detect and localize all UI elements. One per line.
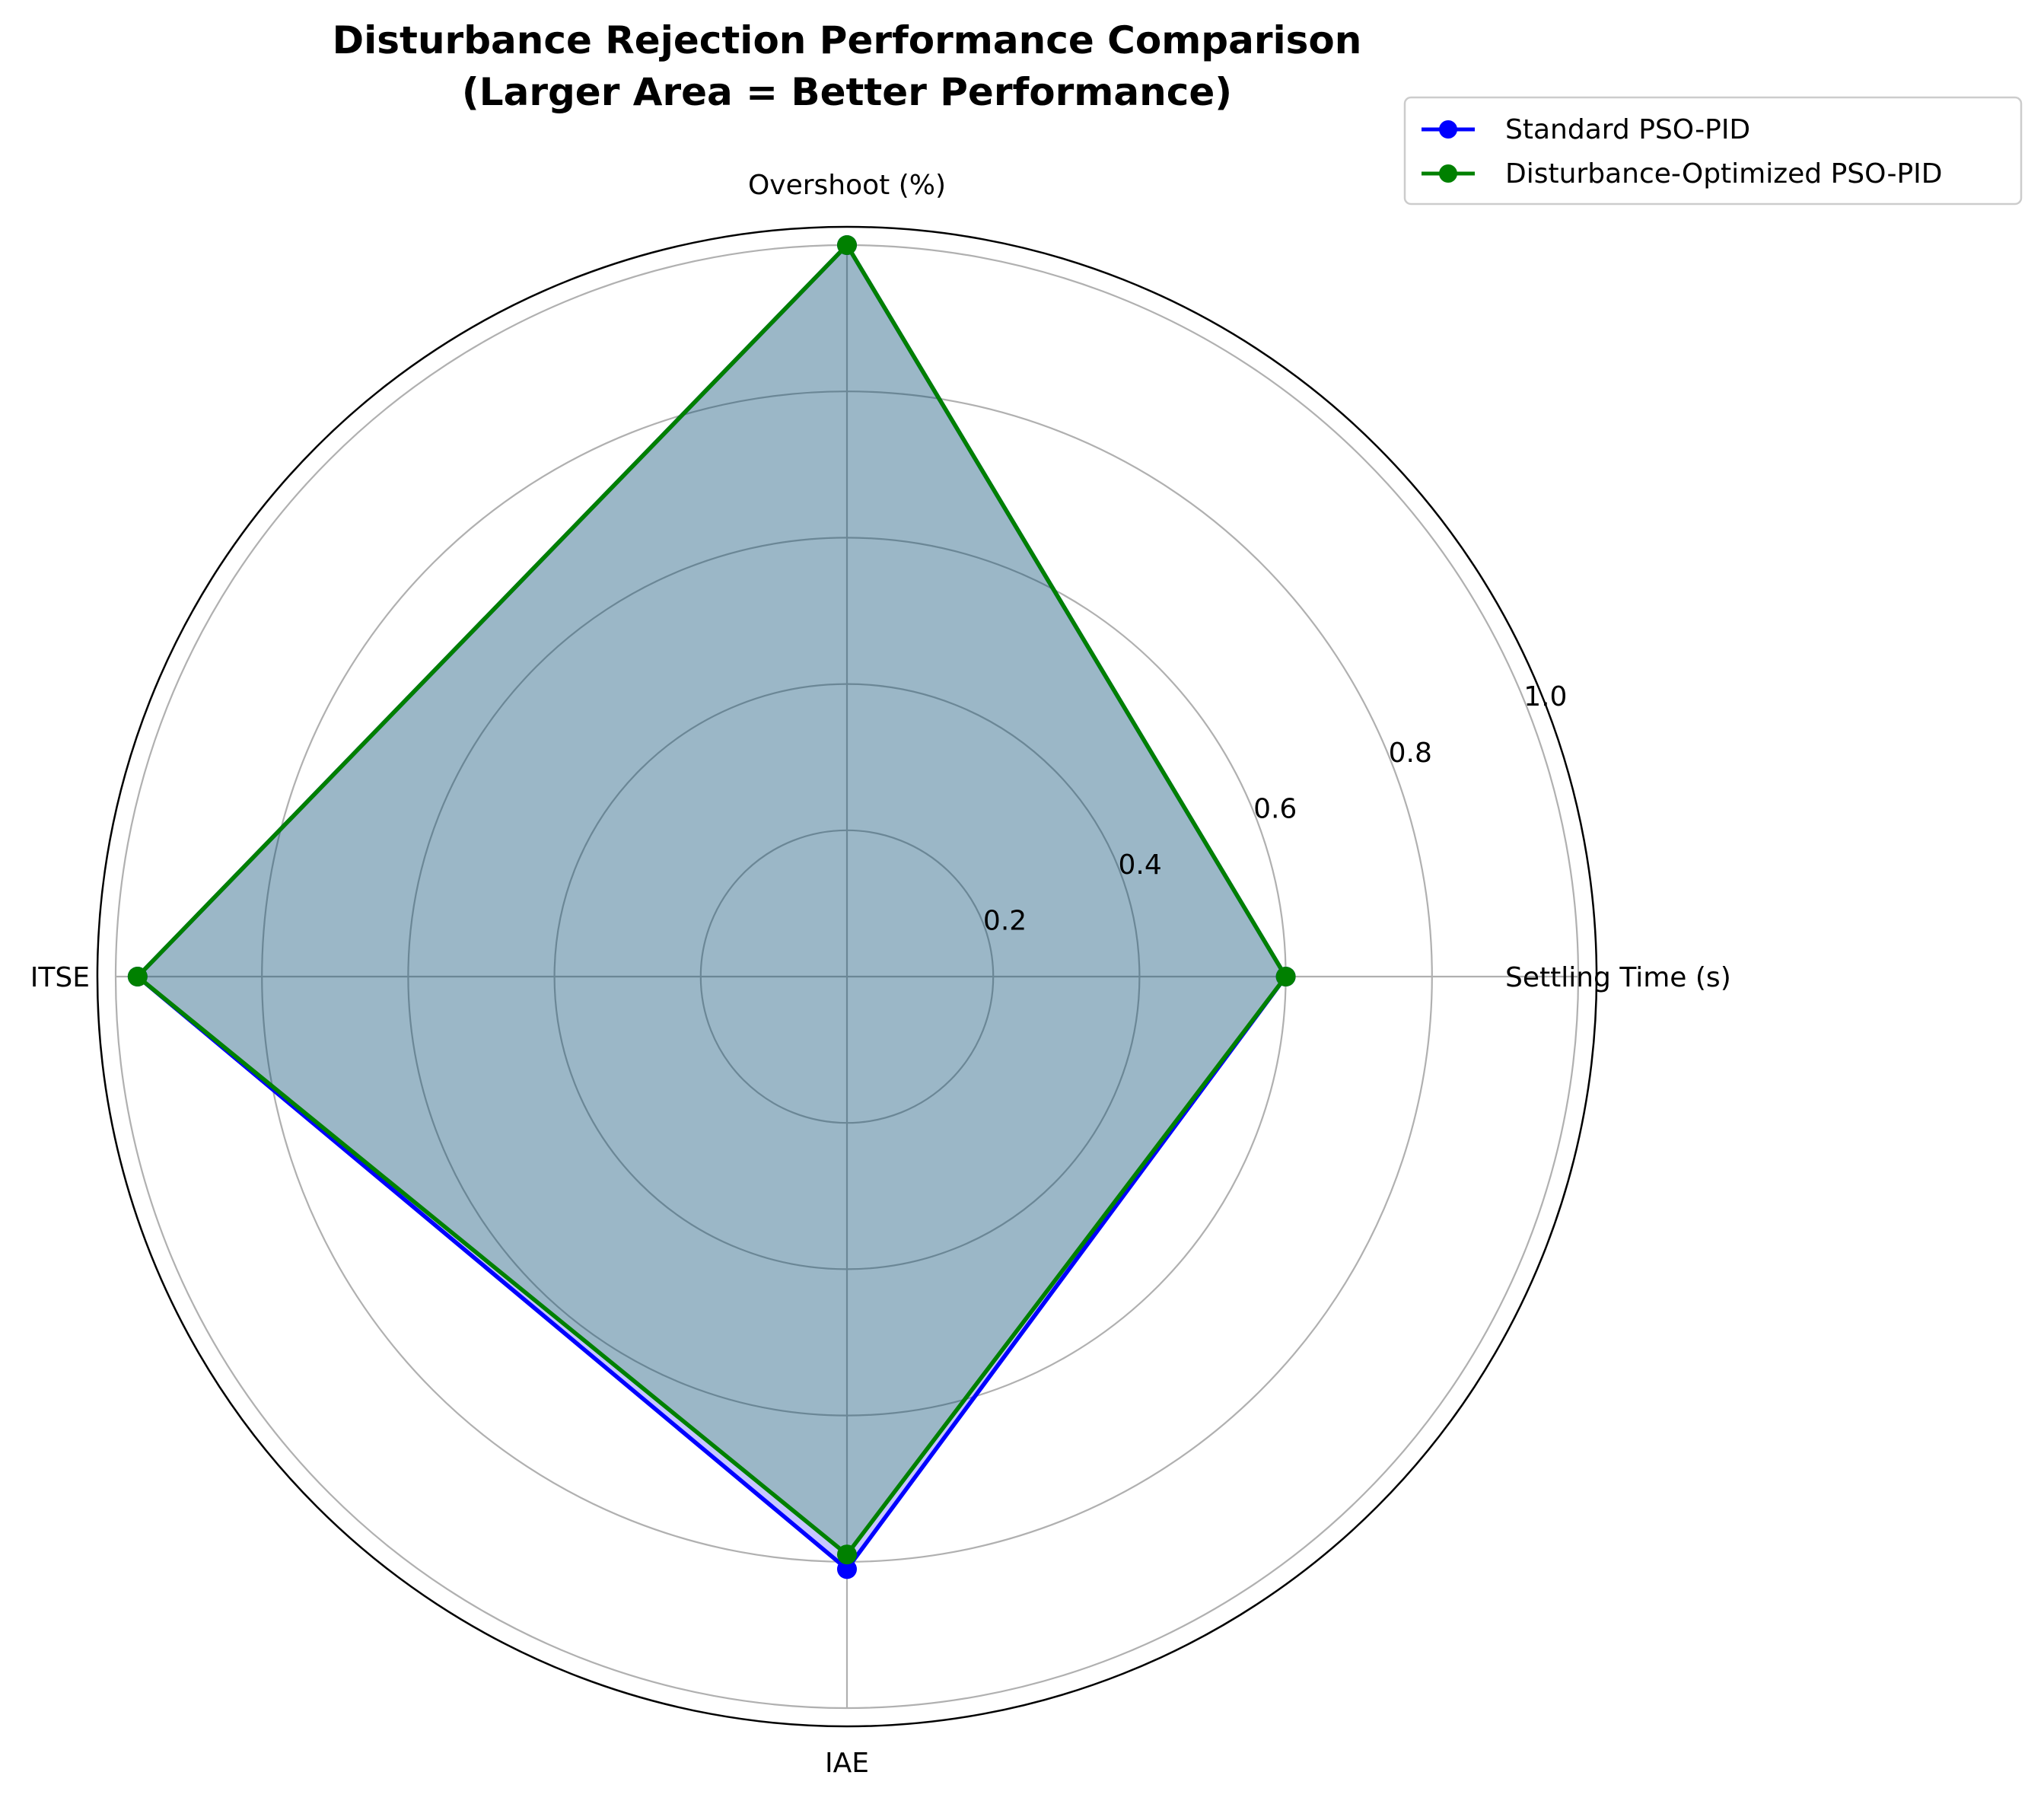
legend-marker-disturbance [1439, 164, 1457, 183]
data-point [127, 967, 148, 986]
data-point [837, 235, 857, 255]
radial-tick-label: 0.6 [1253, 793, 1297, 824]
legend-label-standard: Standard PSO-PID [1505, 114, 1750, 145]
radial-tick-labels: 0.2 0.4 0.6 0.8 1.0 [983, 681, 1568, 936]
radial-tick-label: 0.2 [983, 905, 1027, 936]
axis-label: Overshoot (%) [748, 170, 946, 201]
axis-label: ITSE [30, 962, 90, 993]
legend: Standard PSO-PID Disturbance-Optimized P… [1403, 96, 2023, 206]
data-point [837, 1559, 857, 1579]
axis-label: Settling Time (s) [1505, 962, 1731, 993]
axis-label: IAE [825, 1748, 869, 1779]
series-fill [137, 245, 1286, 1555]
polar-frame [96, 225, 1598, 1728]
radial-tick-label: 1.0 [1523, 681, 1567, 712]
chart-title-line-2: (Larger Area = Better Performance) [462, 70, 1232, 114]
series-fills [137, 245, 1286, 1570]
legend-frame [1403, 96, 2023, 206]
data-point [837, 1544, 857, 1565]
series-lines [127, 235, 1296, 1579]
radial-tick-label: 0.8 [1389, 738, 1432, 769]
chart-title-line-1: Disturbance Rejection Performance Compar… [333, 18, 1362, 62]
axis-labels: Settling Time (s) Overshoot (%) ITSE IAE [30, 170, 1731, 1779]
legend-label-disturbance: Disturbance-Optimized PSO-PID [1505, 158, 1943, 190]
data-point [1275, 967, 1296, 986]
legend-marker-standard [1439, 120, 1457, 139]
series-fill [137, 245, 1286, 1570]
radial-tick-label: 0.4 [1119, 849, 1162, 881]
